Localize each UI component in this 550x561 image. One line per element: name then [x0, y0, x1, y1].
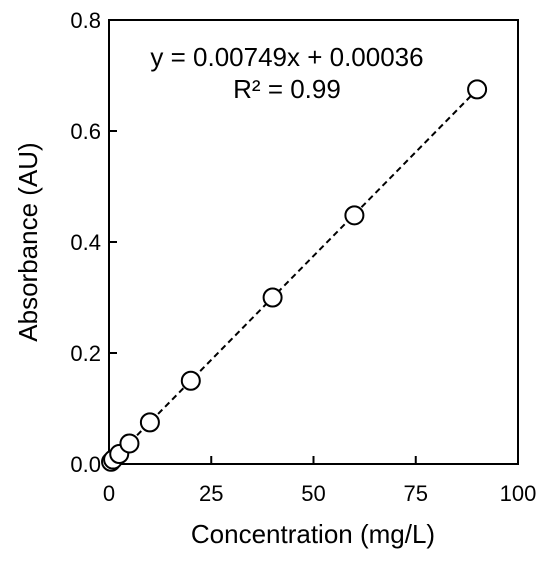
y-tick-label: 0.2 [70, 341, 101, 366]
y-tick-label: 0.8 [70, 8, 101, 33]
x-tick-label: 75 [404, 481, 428, 506]
data-point [139, 412, 160, 433]
x-axis-title: Concentration (mg/L) [191, 519, 435, 549]
trendline-group [108, 88, 478, 465]
x-tick-label: 0 [103, 481, 115, 506]
trendline [108, 88, 478, 465]
y-tick-label: 0.4 [70, 230, 101, 255]
x-tick-label: 25 [199, 481, 223, 506]
x-axis-ticks: 0 25 50 75 100 [103, 456, 536, 506]
data-point [467, 79, 488, 100]
y-tick-label: 0.6 [70, 119, 101, 144]
y-tick-label: 0.0 [70, 452, 101, 477]
data-points [101, 79, 488, 472]
equation-annotation: y = 0.00749x + 0.00036 [150, 42, 423, 72]
data-point [344, 205, 365, 226]
data-point [119, 433, 140, 454]
data-point [262, 287, 283, 308]
x-tick-label: 100 [500, 481, 537, 506]
r-squared-annotation: R² = 0.99 [233, 74, 341, 104]
y-axis-title: Absorbance (AU) [13, 142, 43, 341]
x-tick-label: 50 [301, 481, 325, 506]
data-point [180, 370, 201, 391]
y-axis-ticks: 0.0 0.2 0.4 0.6 0.8 [70, 8, 117, 477]
